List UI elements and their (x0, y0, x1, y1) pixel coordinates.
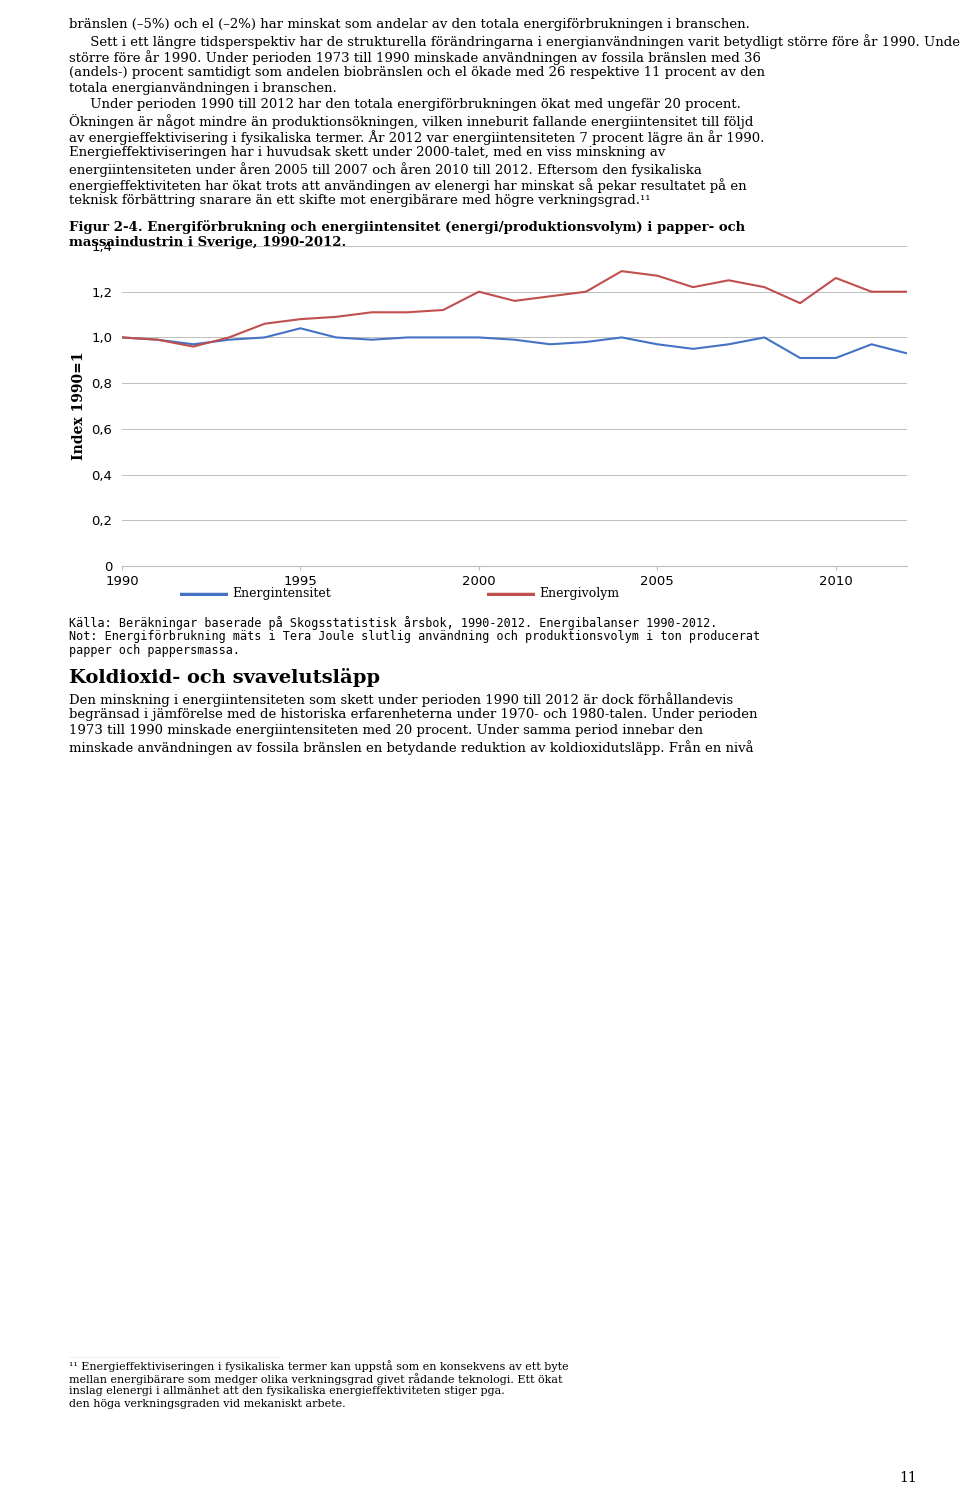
Text: (andels-) procent samtidigt som andelen biobränslen och el ökade med 26 respekti: (andels-) procent samtidigt som andelen … (69, 66, 765, 80)
Text: Koldioxid- och svavelutsläpp: Koldioxid- och svavelutsläpp (69, 667, 380, 687)
Text: bränslen (–5%) och el (–2%) har minskat som andelar av den totala energiförbrukn: bränslen (–5%) och el (–2%) har minskat … (69, 18, 750, 32)
Text: ¹¹ Energieffektiviseringen i fysikaliska termer kan uppstå som en konsekvens av : ¹¹ Energieffektiviseringen i fysikaliska… (69, 1360, 568, 1372)
Text: inslag elenergi i allmänhet att den fysikaliska energieffektiviteten stiger pga.: inslag elenergi i allmänhet att den fysi… (69, 1386, 505, 1396)
Text: mellan energibärare som medger olika verkningsgrad givet rådande teknologi. Ett : mellan energibärare som medger olika ver… (69, 1374, 563, 1386)
Text: större före år 1990. Under perioden 1973 till 1990 minskade användningen av foss: större före år 1990. Under perioden 1973… (69, 50, 761, 65)
Text: papper och pappersmassa.: papper och pappersmassa. (69, 643, 240, 657)
Text: teknisk förbättring snarare än ett skifte mot energibärare med högre verkningsgr: teknisk förbättring snarare än ett skift… (69, 194, 651, 207)
Y-axis label: Index 1990=1: Index 1990=1 (71, 352, 85, 460)
Text: Energivolym: Energivolym (540, 588, 619, 601)
Text: den höga verkningsgraden vid mekaniskt arbete.: den höga verkningsgraden vid mekaniskt a… (69, 1399, 346, 1410)
Text: Sett i ett längre tidsperspektiv har de strukturella förändringarna i energianvä: Sett i ett längre tidsperspektiv har de … (69, 35, 960, 50)
Text: Energieffektiviseringen har i huvudsak skett under 2000-talet, med en viss minsk: Energieffektiviseringen har i huvudsak s… (69, 146, 665, 159)
Text: 11: 11 (900, 1471, 917, 1485)
Text: Under perioden 1990 till 2012 har den totala energiförbrukningen ökat med ungefä: Under perioden 1990 till 2012 har den to… (69, 98, 741, 111)
Text: av energieffektivisering i fysikaliska termer. År 2012 var energiintensiteten 7 : av energieffektivisering i fysikaliska t… (69, 129, 764, 144)
Text: Källa: Beräkningar baserade på Skogsstatistisk årsbok, 1990-2012. Energibalanser: Källa: Beräkningar baserade på Skogsstat… (69, 616, 717, 630)
Text: energieffektiviteten har ökat trots att användingen av elenergi har minskat så p: energieffektiviteten har ökat trots att … (69, 177, 747, 192)
Text: Den minskning i energiintensiteten som skett under perioden 1990 till 2012 är do: Den minskning i energiintensiteten som s… (69, 691, 733, 706)
Text: 1973 till 1990 minskade energiintensiteten med 20 procent. Under samma period in: 1973 till 1990 minskade energiintensitet… (69, 724, 703, 736)
Text: energiintensiteten under åren 2005 till 2007 och åren 2010 till 2012. Eftersom d: energiintensiteten under åren 2005 till … (69, 162, 702, 177)
Text: begränsad i jämförelse med de historiska erfarenheterna under 1970- och 1980-tal: begränsad i jämförelse med de historiska… (69, 708, 757, 721)
Text: Ökningen är något mindre än produktionsökningen, vilken inneburit fallande energ: Ökningen är något mindre än produktionsö… (69, 114, 754, 129)
Text: Energintensitet: Energintensitet (232, 588, 331, 601)
Text: minskade användningen av fossila bränslen en betydande reduktion av koldioxiduts: minskade användningen av fossila bränsle… (69, 739, 754, 755)
Text: massaindustrin i Sverige, 1990-2012.: massaindustrin i Sverige, 1990-2012. (69, 236, 347, 249)
Text: Figur 2-4. Energiförbrukning och energiintensitet (energi/produktionsvolym) i pa: Figur 2-4. Energiförbrukning och energii… (69, 219, 745, 234)
Text: totala energianvändningen i branschen.: totala energianvändningen i branschen. (69, 83, 337, 95)
Text: Not: Energiförbrukning mäts i Tera Joule slutlig användning och produktionsvolym: Not: Energiförbrukning mäts i Tera Joule… (69, 630, 760, 643)
